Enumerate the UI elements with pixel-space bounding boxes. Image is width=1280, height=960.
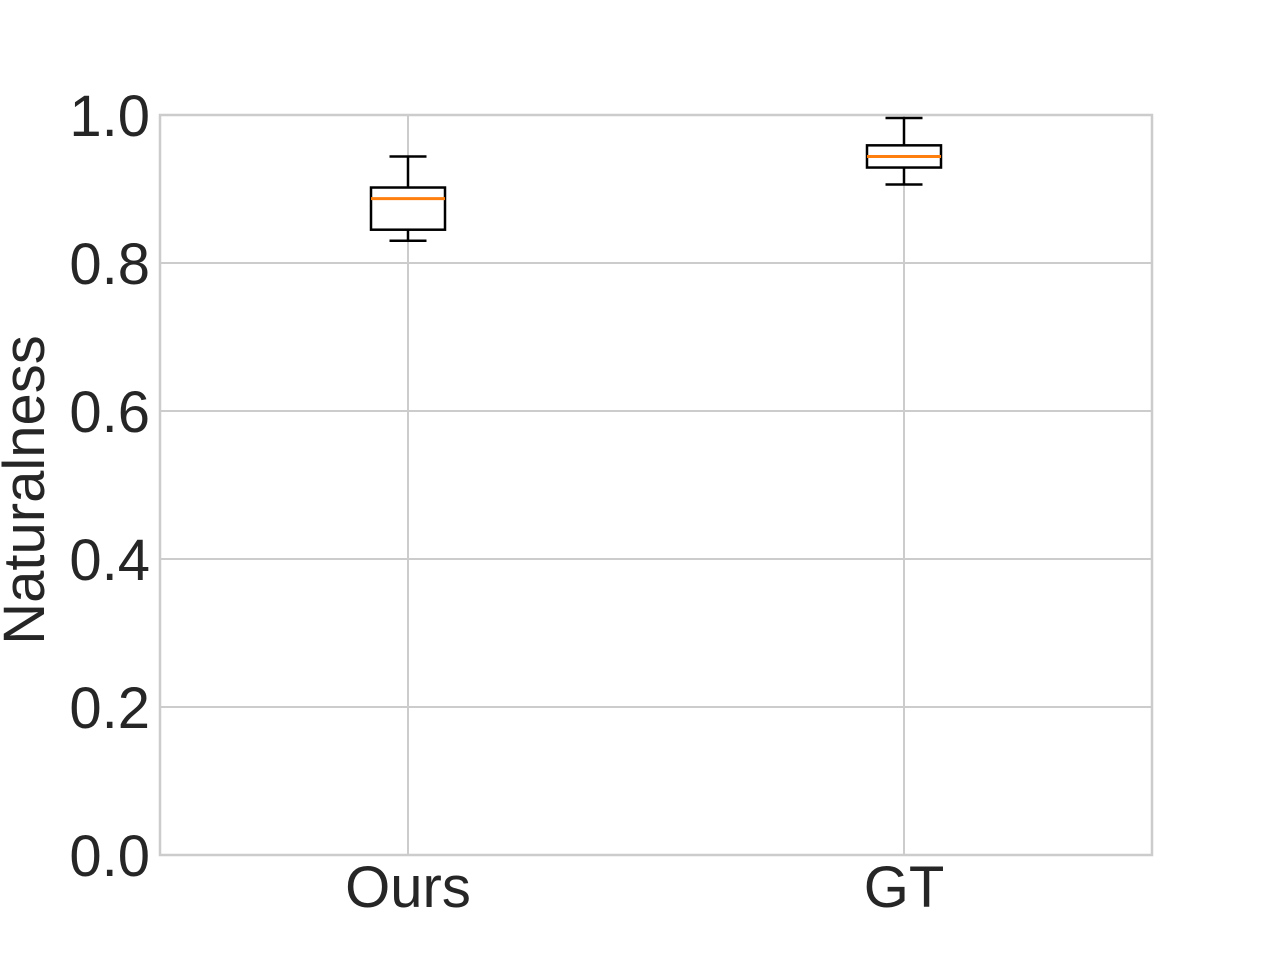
iqr-box [369, 186, 447, 231]
y-tick-label: 0.2 [69, 676, 150, 741]
y-tick-label: 0.8 [69, 232, 150, 297]
x-tick-label: GT [864, 855, 945, 920]
box-gt [865, 116, 943, 186]
grid-lines [160, 114, 1152, 856]
boxes [369, 116, 943, 243]
plot-area-border [158, 113, 1154, 857]
y-tick-label: 0.4 [69, 528, 150, 593]
y-axis-label: Naturalness [0, 335, 57, 644]
y-tick-label: 0.6 [69, 380, 150, 445]
box-ours [369, 155, 447, 243]
x-tick-label: Ours [345, 855, 471, 920]
y-tick-labels: 0.0 0.2 0.4 0.6 0.8 1.0 [69, 84, 150, 889]
y-tick-label: 0.0 [69, 824, 150, 889]
x-tick-labels: Ours GT [345, 855, 944, 920]
y-tick-label: 1.0 [69, 84, 150, 149]
plot-frame [158, 113, 1154, 857]
